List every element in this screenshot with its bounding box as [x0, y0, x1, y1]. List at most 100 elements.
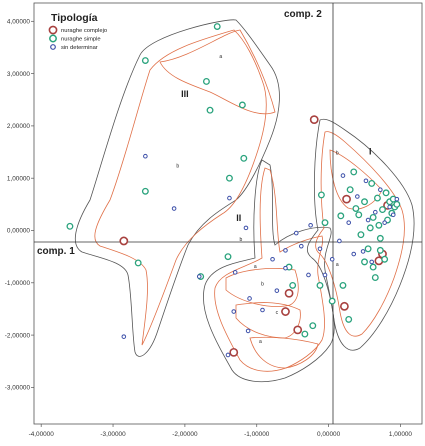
- point-nuraghe-simple: [364, 245, 372, 253]
- cluster-outlines: [74, 19, 415, 383]
- point-nuraghe-simple: [376, 246, 384, 254]
- point-sin-determinar: [283, 248, 288, 253]
- legend-marker: [48, 25, 58, 35]
- y-tick-label: 2,00000: [7, 123, 31, 130]
- point-sin-determinar: [317, 246, 323, 252]
- hull-ii-loop-c: [249, 336, 319, 369]
- y-axis-ticks: 4,00000 3,00000 2,00000 1,00000 0,00000 -1,00…: [5, 19, 34, 392]
- point-sin-determinar: [390, 212, 396, 218]
- point-nuraghe-simple: [357, 231, 365, 239]
- legend-label: sin determinar: [61, 45, 98, 51]
- point-sin-determinar: [293, 230, 299, 236]
- hull-iii-a: [159, 29, 276, 115]
- cluster-annotation: I: [369, 147, 372, 157]
- point-sin-determinar: [382, 220, 387, 225]
- x-tick-label: 0,00000: [317, 431, 341, 438]
- point-sin-determinar: [227, 195, 232, 201]
- cluster-annotation: II: [236, 213, 241, 223]
- cluster-annotation: III: [181, 89, 189, 99]
- point-nuraghe-simple: [66, 222, 74, 230]
- point-nuraghe-simple: [309, 322, 317, 330]
- legend-marker: [50, 44, 56, 50]
- point-nuraghe-simple: [345, 315, 353, 323]
- hull-ii-loop-a: [225, 268, 299, 307]
- legend: Tipología nuraghe complejo nuraghe simple…: [48, 12, 107, 51]
- point-sin-determinar: [247, 296, 252, 301]
- point-sin-determinar: [387, 204, 392, 210]
- point-sin-determinar: [360, 249, 366, 254]
- y-axis-label: comp. 2: [284, 9, 322, 20]
- point-sin-determinar: [121, 334, 127, 339]
- point-sin-determinar: [394, 196, 400, 202]
- point-sin-determinar: [322, 272, 328, 278]
- point-nuraghe-simple: [361, 258, 368, 266]
- point-nuraghe-complejo: [342, 194, 351, 204]
- cluster-annotation: a: [254, 264, 257, 270]
- x-tick-label: -2,00000: [172, 431, 198, 438]
- point-nuraghe-simple: [134, 259, 142, 267]
- point-sin-determinar: [260, 307, 265, 313]
- y-tick-label: -2,00000: [5, 332, 31, 339]
- point-sin-determinar: [196, 274, 202, 279]
- x-tick-label: -3,00000: [100, 431, 126, 438]
- point-nuraghe-complejo: [281, 307, 290, 316]
- point-nuraghe-simple: [393, 200, 401, 208]
- y-tick-label: 1,00000: [7, 175, 31, 182]
- point-nuraghe-simple: [352, 205, 360, 212]
- cluster-annotation: b: [240, 237, 243, 243]
- point-nuraghe-simple: [225, 174, 233, 182]
- point-sin-determinar: [171, 206, 177, 211]
- point-sin-determinar: [337, 238, 342, 244]
- point-sin-determinar: [232, 270, 238, 275]
- point-nuraghe-complejo: [339, 301, 349, 311]
- point-sin-determinar: [270, 256, 275, 262]
- y-tick-label: 4,00000: [7, 19, 31, 26]
- y-tick-label: -3,00000: [5, 385, 31, 392]
- point-nuraghe-simple: [289, 281, 297, 289]
- x-axis-ticks: -4,00000 -3,00000 -2,00000 -1,00000 0,00000 1…: [29, 424, 413, 438]
- cluster-annotation: a: [336, 262, 339, 268]
- point-nuraghe-simple: [379, 206, 386, 214]
- point-nuraghe-simple: [376, 234, 384, 242]
- point-nuraghe-simple: [375, 221, 383, 229]
- cluster-annotation: a: [219, 54, 222, 60]
- point-nuraghe-simple: [369, 213, 377, 221]
- point-nuraghe-simple: [238, 101, 246, 109]
- hull-group-ii-inner: [214, 167, 325, 372]
- point-sin-determinar: [365, 217, 371, 223]
- point-nuraghe-simple: [317, 191, 325, 199]
- point-nuraghe-simple: [202, 77, 210, 85]
- cluster-annotation: c: [276, 310, 279, 316]
- x-tick-label: 1,00000: [389, 431, 413, 438]
- point-sin-determinar: [243, 225, 249, 231]
- point-sin-determinar: [363, 178, 369, 184]
- point-nuraghe-complejo: [309, 115, 319, 125]
- point-sin-determinar: [355, 194, 360, 199]
- point-sin-determinar: [306, 272, 311, 278]
- point-nuraghe-simple: [366, 224, 374, 232]
- cluster-annotation: b: [176, 164, 179, 170]
- point-sin-determinar: [274, 288, 280, 293]
- point-nuraghe-simple: [206, 106, 214, 114]
- point-nuraghe-simple: [316, 281, 324, 289]
- y-tick-label: -1,00000: [5, 280, 31, 287]
- x-tick-label: -1,00000: [244, 431, 270, 438]
- point-sin-determinar: [283, 265, 288, 271]
- y-tick-label: 3,00000: [7, 71, 31, 78]
- cluster-annotation: b: [336, 151, 339, 157]
- plot-frame: [33, 2, 423, 425]
- point-sin-determinar: [372, 209, 378, 215]
- point-nuraghe-simple: [141, 187, 149, 195]
- point-sin-determinar: [298, 243, 304, 249]
- point-sin-determinar: [245, 328, 251, 334]
- point-nuraghe-simple: [346, 186, 354, 194]
- point-sin-determinar: [329, 256, 335, 262]
- legend-label: nuraghe complejo: [61, 28, 107, 34]
- hull-group-i-inner: [315, 131, 405, 337]
- point-nuraghe-simple: [224, 253, 232, 261]
- point-nuraghe-simple: [240, 154, 248, 162]
- point-nuraghe-simple: [328, 297, 336, 305]
- point-nuraghe-simple: [337, 212, 345, 220]
